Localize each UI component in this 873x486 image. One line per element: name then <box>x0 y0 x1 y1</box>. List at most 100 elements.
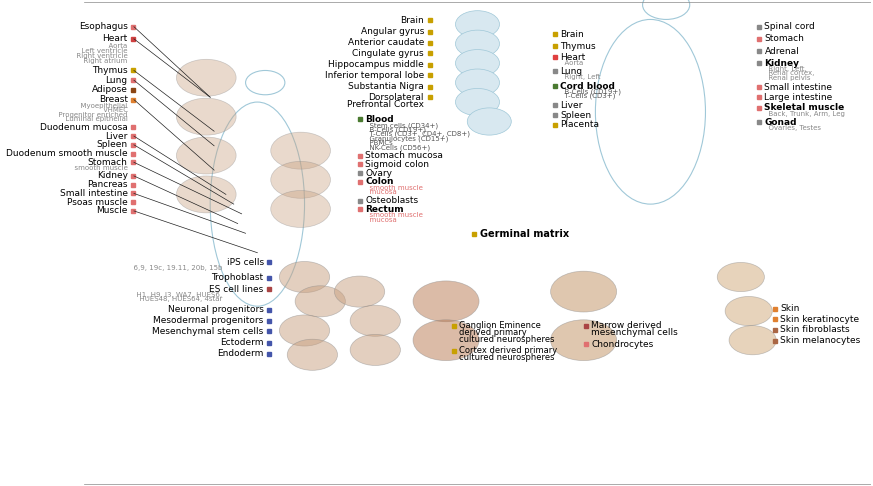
Text: Renal cortex,: Renal cortex, <box>765 70 815 76</box>
Text: Cingulate gyrus: Cingulate gyrus <box>353 49 424 58</box>
Circle shape <box>176 98 236 135</box>
Text: 6,9, 19c, 19.11, 20b, 15b: 6,9, 19c, 19.11, 20b, 15b <box>128 265 222 271</box>
Text: B-Cells (CD19+): B-Cells (CD19+) <box>560 88 621 95</box>
Text: Right, Left: Right, Left <box>560 74 601 80</box>
Text: cultured neurospheres: cultured neurospheres <box>459 353 555 362</box>
Text: iPS cells: iPS cells <box>226 258 264 267</box>
Text: Endoderm: Endoderm <box>217 349 264 358</box>
Circle shape <box>295 286 346 317</box>
Text: cultured neurospheres: cultured neurospheres <box>459 335 555 344</box>
Text: Liver: Liver <box>106 132 127 140</box>
Text: Trophoblast: Trophoblast <box>211 274 264 282</box>
Text: Placenta: Placenta <box>560 121 599 129</box>
Circle shape <box>456 50 499 77</box>
Text: Back, Trunk, Arm, Leg: Back, Trunk, Arm, Leg <box>765 111 845 117</box>
Text: Anterior caudate: Anterior caudate <box>347 38 424 47</box>
Text: Mesenchymal stem cells: Mesenchymal stem cells <box>153 327 264 336</box>
Circle shape <box>176 137 236 174</box>
Text: B-Cells (CD19+): B-Cells (CD19+) <box>365 126 426 133</box>
Circle shape <box>413 281 479 322</box>
Circle shape <box>350 305 401 336</box>
Text: Duodenum smooth muscle: Duodenum smooth muscle <box>6 149 127 158</box>
Circle shape <box>271 191 331 227</box>
Text: smooth muscle: smooth muscle <box>365 212 423 218</box>
Text: Large intestine: Large intestine <box>765 93 833 102</box>
Circle shape <box>551 320 616 361</box>
Circle shape <box>456 88 499 116</box>
Text: mesenchymal cells: mesenchymal cells <box>592 328 678 337</box>
Text: Hippocampus middle: Hippocampus middle <box>328 60 424 69</box>
Text: Chondrocytes: Chondrocytes <box>592 340 654 348</box>
Text: Right ventricle: Right ventricle <box>72 53 127 59</box>
Text: mucosa: mucosa <box>365 189 397 195</box>
Circle shape <box>334 276 385 307</box>
Text: Aorta: Aorta <box>560 60 583 66</box>
Circle shape <box>350 334 401 365</box>
Circle shape <box>456 69 499 96</box>
Text: Stem cells (CD34+): Stem cells (CD34+) <box>365 122 438 129</box>
Text: Skin fibroblasts: Skin fibroblasts <box>780 326 849 334</box>
Text: Lung: Lung <box>560 67 582 76</box>
Text: Marrow derived: Marrow derived <box>592 321 662 330</box>
Text: T-Cells (CD3+, CD4+, CD8+): T-Cells (CD3+, CD4+, CD8+) <box>365 131 470 138</box>
Circle shape <box>271 132 331 169</box>
Text: Osteoblasts: Osteoblasts <box>365 196 418 205</box>
Text: Renal pelvis: Renal pelvis <box>765 75 811 81</box>
Text: derived primary: derived primary <box>459 328 527 337</box>
Text: Germinal matrix: Germinal matrix <box>480 229 569 239</box>
Text: Myoepithelial: Myoepithelial <box>77 103 127 109</box>
Text: Stomach mucosa: Stomach mucosa <box>365 151 443 160</box>
Text: Heart: Heart <box>560 53 585 62</box>
Text: Gonad: Gonad <box>765 118 797 127</box>
Text: PBMCs: PBMCs <box>365 140 393 146</box>
Text: vHMEC: vHMEC <box>99 107 127 113</box>
Text: Kidney: Kidney <box>765 59 800 68</box>
Circle shape <box>176 59 236 96</box>
Text: Brain: Brain <box>560 30 584 38</box>
Text: Pancreas: Pancreas <box>87 180 127 189</box>
Text: Ovaries, Testes: Ovaries, Testes <box>765 125 821 131</box>
Circle shape <box>176 176 236 213</box>
Text: Skeletal muscle: Skeletal muscle <box>765 104 845 112</box>
Text: Left ventricle: Left ventricle <box>77 48 127 54</box>
Text: Stomach: Stomach <box>88 158 127 167</box>
Circle shape <box>271 161 331 198</box>
Text: Substantia Nigra: Substantia Nigra <box>348 82 424 91</box>
Text: smooth muscle: smooth muscle <box>365 185 423 191</box>
Text: Right, Left,: Right, Left, <box>765 66 808 72</box>
Text: Thymus: Thymus <box>560 42 595 51</box>
Text: Kidney: Kidney <box>97 172 127 180</box>
Text: Granulocytes (CD15+): Granulocytes (CD15+) <box>365 135 449 142</box>
Text: Right atrium: Right atrium <box>79 58 127 64</box>
Text: Skin keratinocyte: Skin keratinocyte <box>780 315 859 324</box>
Circle shape <box>456 30 499 57</box>
Text: Rectum: Rectum <box>365 205 403 214</box>
Text: Cord blood: Cord blood <box>560 82 615 90</box>
Circle shape <box>718 262 765 292</box>
Text: T-Cells (CD3+): T-Cells (CD3+) <box>560 93 615 100</box>
Text: Adipose: Adipose <box>92 86 127 94</box>
Text: Ganglion Eminence: Ganglion Eminence <box>459 321 541 330</box>
Text: Small intestine: Small intestine <box>765 83 833 92</box>
Text: Blood: Blood <box>365 115 394 123</box>
Circle shape <box>467 108 512 135</box>
Circle shape <box>279 315 330 346</box>
Text: Aorta: Aorta <box>105 43 127 49</box>
Text: Neuronal progenitors: Neuronal progenitors <box>168 305 264 314</box>
Text: Colon: Colon <box>365 177 394 186</box>
Circle shape <box>729 326 776 355</box>
Text: Sigmoid colon: Sigmoid colon <box>365 160 429 169</box>
Text: Adrenal: Adrenal <box>765 47 799 55</box>
Text: Spleen: Spleen <box>560 111 591 120</box>
Text: Skin melanocytes: Skin melanocytes <box>780 336 861 345</box>
Text: Small intestine: Small intestine <box>59 189 127 198</box>
Text: Progenitor enriched: Progenitor enriched <box>54 112 127 118</box>
Text: Cortex derived primary: Cortex derived primary <box>459 347 558 355</box>
Text: mucosa: mucosa <box>365 217 397 223</box>
Text: Prefrontal Cortex: Prefrontal Cortex <box>347 100 424 109</box>
Circle shape <box>279 261 330 293</box>
Text: Inferior temporal lobe: Inferior temporal lobe <box>325 71 424 80</box>
Text: Breast: Breast <box>99 95 127 104</box>
Text: Angular gyrus: Angular gyrus <box>361 27 424 36</box>
Text: HUES48, HUES64, 4star: HUES48, HUES64, 4star <box>134 296 222 302</box>
